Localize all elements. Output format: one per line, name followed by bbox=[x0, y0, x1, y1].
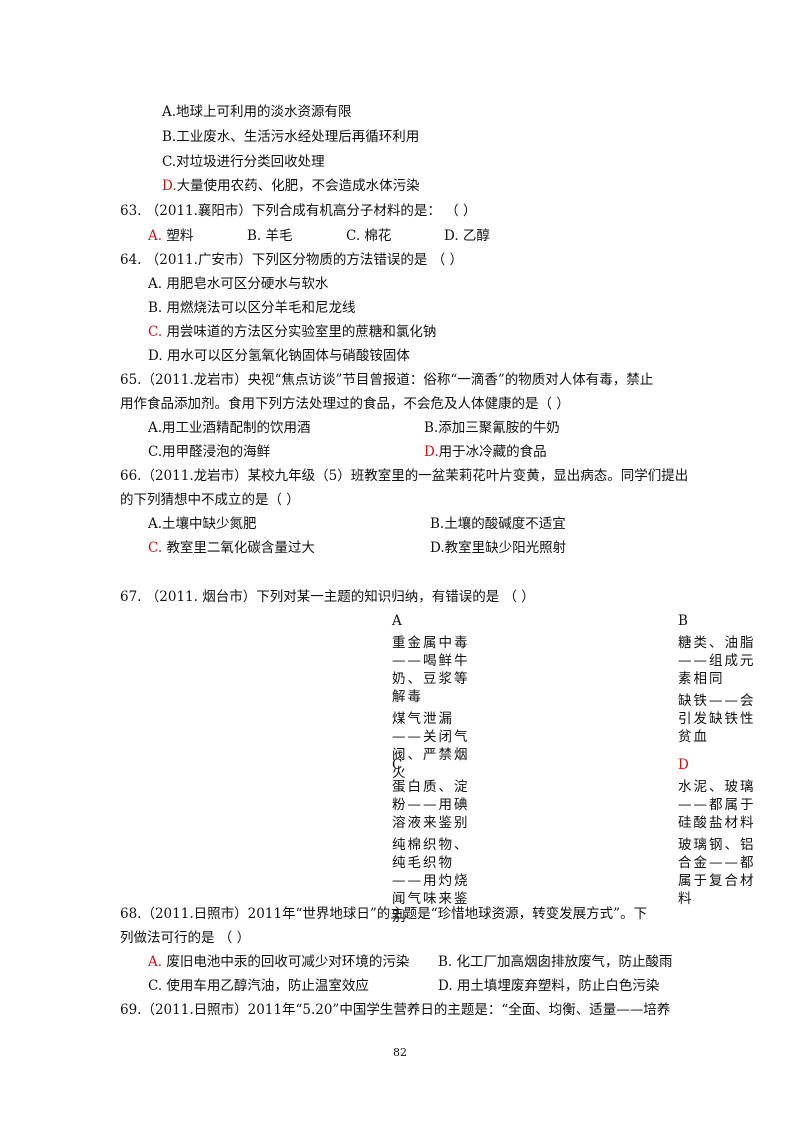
q65-option-d-text: 用于冰冷藏的食品 bbox=[438, 444, 547, 460]
q67-stem: 67. （2011. 烟台市）下列对某一主题的知识归纳，有错误的是 （ ） bbox=[120, 589, 535, 605]
q64-option-a: A. 用肥皂水可区分硬水与软水 bbox=[148, 276, 329, 292]
q66-option-d: D.教室里缺少阳光照射 bbox=[430, 540, 567, 556]
q67-cell-c-head: C bbox=[392, 757, 405, 773]
q67-cell-a-item2: 煤气泄漏——关闭气阀、严禁烟火 bbox=[392, 711, 470, 781]
q67-cell-a-item1: 重金属中毒——喝鲜牛奶、豆浆等解毒 bbox=[392, 635, 470, 705]
q65-stem-line1: 65.（2011.龙岩市）央视“焦点访谈”节目曾报道：俗称“一滴香”的物质对人体… bbox=[120, 372, 654, 388]
q67-cell-d-head: D bbox=[678, 757, 691, 773]
q66-option-c: C. 教室里二氧化碳含量过大 bbox=[148, 539, 315, 557]
q63-stem: 63. （2011.襄阳市）下列合成有机高分子材料的是： （ ） bbox=[120, 203, 477, 219]
q65-option-b: B.添加三聚氰胺的牛奶 bbox=[424, 420, 560, 436]
q68-option-b: B. 化工厂加高烟囱排放废气，防止酸雨 bbox=[438, 954, 673, 970]
q66-option-c-text: 教室里二氧化碳含量过大 bbox=[166, 540, 315, 556]
q68-option-a-text: 废旧电池中汞的回收可减少对环境的污染 bbox=[166, 954, 410, 970]
page-number: 82 bbox=[393, 1046, 407, 1059]
q64-answer-letter: C. bbox=[148, 324, 163, 340]
q66-stem-line2: 的下列猜想中不成立的是（ ） bbox=[120, 492, 300, 508]
q65-answer-letter: D. bbox=[424, 444, 439, 460]
q68-option-a: A. 废旧电池中汞的回收可减少对环境的污染 bbox=[148, 953, 409, 971]
q66-option-b: B.土壤的酸碱度不适宜 bbox=[430, 516, 566, 532]
q66-answer-letter: C. bbox=[148, 540, 163, 556]
q63-option-a: A. 塑料 bbox=[148, 227, 193, 245]
q63-option-c: C. 棉花 bbox=[346, 228, 392, 244]
q68-option-c: C. 使用车用乙醇汽油，防止温室效应 bbox=[148, 978, 369, 994]
q67-cell-a-head: A bbox=[392, 613, 404, 629]
q67-cell-b-item1: 糖类、油脂——组成元素相同 bbox=[678, 635, 756, 687]
q67-cell-b: B 糖类、油脂——组成元素相同 缺铁——会引发缺铁性贫血 bbox=[678, 612, 768, 746]
q69-stem-line1: 69.（2011.日照市）2011年“5.20”中国学生营养日的主题是：“全面、… bbox=[120, 1002, 671, 1018]
q67-cell-d-item2: 玻璃钢、铝合金——都属于复合材料 bbox=[678, 837, 756, 907]
q64-option-d: D. 用水可以区分氢氧化钠固体与硝酸铵固体 bbox=[148, 348, 410, 364]
q65-option-c: C.用甲醛浸泡的海鲜 bbox=[148, 444, 271, 460]
q68-answer-letter: A. bbox=[148, 954, 163, 970]
q62-answer-letter: D. bbox=[162, 178, 177, 194]
q62-option-b: B.工业废水、生活污水经处理后再循环利用 bbox=[162, 129, 420, 145]
q65-stem-line2: 用作食品添加剂。食用下列方法处理过的食品，不会危及人体健康的是（ ） bbox=[120, 396, 570, 412]
q67-cell-b-item2: 缺铁——会引发缺铁性贫血 bbox=[678, 693, 756, 745]
q62-option-c: C.对垃圾进行分类回收处理 bbox=[162, 154, 325, 170]
q65-option-a: A.用工业酒精配制的饮用酒 bbox=[148, 420, 311, 436]
q67-cell-a: A 重金属中毒——喝鲜牛奶、豆浆等解毒 煤气泄漏——关闭气阀、严禁烟火 bbox=[392, 612, 482, 782]
q63-answer-letter: A. bbox=[148, 228, 163, 244]
q63-option-b: B. 羊毛 bbox=[247, 228, 293, 244]
q67-cell-c-item1: 蛋白质、淀粉——用碘溶液来鉴别 bbox=[392, 779, 470, 831]
q67-cell-c: C 蛋白质、淀粉——用碘溶液来鉴别 纯棉织物、纯毛织物——用灼烧闻气味来鉴别 bbox=[392, 756, 482, 926]
q64-option-b: B. 用燃烧法可以区分羊毛和尼龙线 bbox=[148, 300, 356, 316]
q66-option-a: A.土壤中缺少氮肥 bbox=[148, 516, 257, 532]
q68-stem-line2: 列做法可行的是 （ ） bbox=[120, 930, 251, 946]
q67-cell-d-item1: 水泥、玻璃——都属于硅酸盐材料 bbox=[678, 779, 756, 831]
q62-option-d: D.大量使用农药、化肥，不会造成水体污染 bbox=[162, 177, 420, 195]
q68-option-d: D. 用土填埋废弃塑料，防止白色污染 bbox=[438, 978, 660, 994]
q64-option-c: C. 用尝味道的方法区分实验室里的蔗糖和氯化钠 bbox=[148, 323, 436, 341]
q67-cell-c-item2: 纯棉织物、纯毛织物——用灼烧闻气味来鉴别 bbox=[392, 837, 470, 925]
q62-option-a: A.地球上可利用的淡水资源有限 bbox=[162, 104, 352, 120]
q67-cell-d: D 水泥、玻璃——都属于硅酸盐材料 玻璃钢、铝合金——都属于复合材料 bbox=[678, 756, 768, 908]
q67-cell-b-head: B bbox=[678, 613, 690, 629]
q62-option-d-text: 大量使用农药、化肥，不会造成水体污染 bbox=[176, 178, 420, 194]
q64-option-c-text: 用尝味道的方法区分实验室里的蔗糖和氯化钠 bbox=[166, 324, 437, 340]
q64-stem: 64. （2011.广安市）下列区分物质的方法错误的是 （ ） bbox=[120, 252, 463, 268]
q66-stem-line1: 66.（2011.龙岩市）某校九年级（5）班教室里的一盆茉莉花叶片变黄，显出病态… bbox=[120, 468, 689, 484]
q63-option-a-text: 塑料 bbox=[166, 228, 194, 244]
q68-stem-line1: 68.（2011.日照市）2011年“世界地球日”的主题是“珍惜地球资源，转变发… bbox=[120, 906, 648, 922]
q63-option-d: D. 乙醇 bbox=[444, 228, 490, 244]
q65-option-d: D.用于冰冷藏的食品 bbox=[424, 443, 547, 461]
